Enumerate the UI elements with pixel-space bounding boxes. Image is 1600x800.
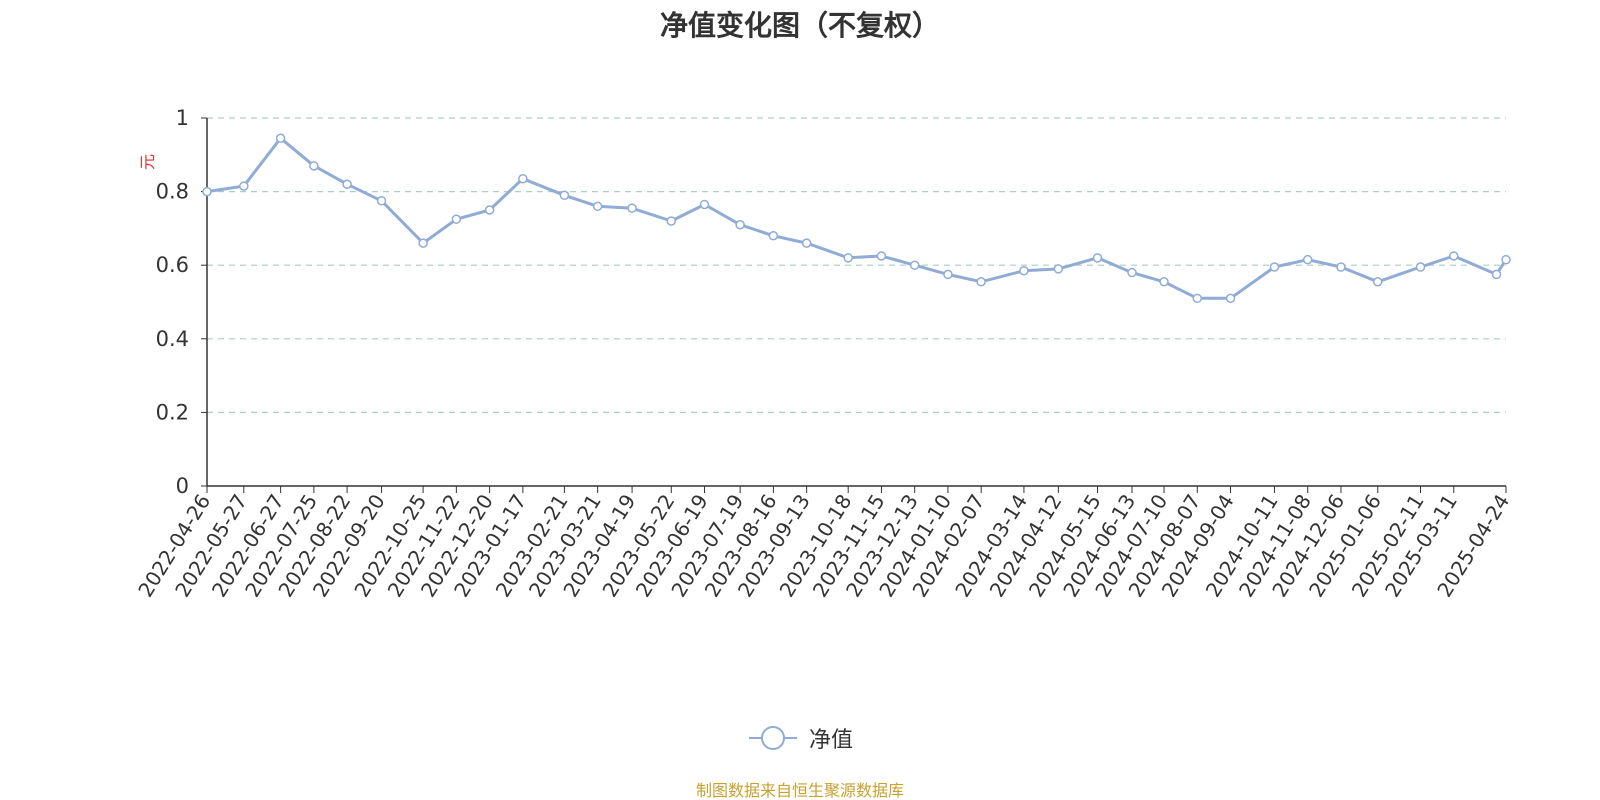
data-point <box>1225 293 1236 304</box>
data-point <box>843 253 853 263</box>
y-tick-label: 0.2 <box>156 400 189 424</box>
data-point <box>342 179 352 189</box>
legend[interactable]: 净值 <box>0 722 1600 754</box>
data-point <box>376 196 387 206</box>
data-point <box>1053 264 1064 274</box>
y-tick-label: 0.8 <box>156 180 189 204</box>
data-point <box>202 186 212 197</box>
data-point <box>735 219 745 230</box>
data-point <box>1302 254 1313 265</box>
data-point <box>1501 254 1511 265</box>
y-tick-label: 0.4 <box>156 327 189 351</box>
data-point <box>592 201 603 212</box>
data-point <box>1373 277 1383 287</box>
data-point <box>699 199 710 210</box>
y-tick-label: 0.6 <box>156 253 189 277</box>
data-point <box>1336 262 1346 272</box>
data-point <box>309 161 319 171</box>
data-point <box>1449 251 1459 261</box>
legend-swatch-icon <box>748 726 797 750</box>
y-tick-label: 1 <box>176 106 189 130</box>
data-point <box>1192 293 1203 304</box>
data-point <box>484 205 495 215</box>
series-line <box>205 136 1508 300</box>
data-point <box>418 238 428 248</box>
data-point <box>1092 253 1103 263</box>
data-point <box>275 133 286 143</box>
data-point <box>976 277 986 287</box>
data-point <box>1127 267 1137 278</box>
data-point <box>943 269 953 280</box>
data-point <box>1491 269 1502 280</box>
data-point <box>909 260 920 270</box>
data-point <box>1269 262 1280 272</box>
line-chart: 00.20.40.60.812022-04-262022-05-272022-0… <box>133 106 1514 601</box>
data-point <box>1159 277 1169 287</box>
legend-label: 净值 <box>808 728 853 753</box>
data-source-note: 制图数据来自恒生聚源数据库 <box>695 781 904 800</box>
data-point <box>559 190 570 201</box>
y-tick-label: 0 <box>176 474 189 498</box>
data-point <box>451 214 462 224</box>
data-point <box>768 231 779 241</box>
data-point <box>876 251 887 261</box>
data-point <box>1415 262 1426 272</box>
data-point <box>801 238 812 248</box>
data-point <box>627 203 637 213</box>
data-point <box>1019 265 1029 276</box>
data-point <box>666 216 677 226</box>
chart-title: 净值变化图（不复权） <box>659 9 940 42</box>
data-point <box>239 181 249 191</box>
data-point <box>518 173 528 184</box>
